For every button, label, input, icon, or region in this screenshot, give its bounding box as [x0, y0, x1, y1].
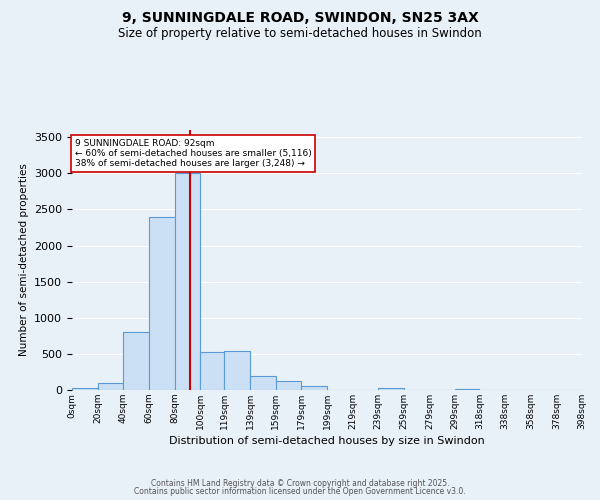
Bar [149, 216, 175, 390]
Bar [224, 351, 250, 390]
X-axis label: Distribution of semi-detached houses by size in Swindon: Distribution of semi-detached houses by … [169, 436, 485, 446]
Bar [123, 332, 149, 390]
Text: Contains public sector information licensed under the Open Government Licence v3: Contains public sector information licen… [134, 487, 466, 496]
Text: Contains HM Land Registry data © Crown copyright and database right 2025.: Contains HM Land Registry data © Crown c… [151, 478, 449, 488]
Text: 9, SUNNINGDALE ROAD, SWINDON, SN25 3AX: 9, SUNNINGDALE ROAD, SWINDON, SN25 3AX [122, 11, 478, 25]
Bar [200, 352, 224, 390]
Text: 9 SUNNINGDALE ROAD: 92sqm
← 60% of semi-detached houses are smaller (5,116)
38% : 9 SUNNINGDALE ROAD: 92sqm ← 60% of semi-… [74, 138, 311, 168]
Bar [276, 382, 301, 390]
Y-axis label: Number of semi-detached properties: Number of semi-detached properties [19, 164, 29, 356]
Text: Size of property relative to semi-detached houses in Swindon: Size of property relative to semi-detach… [118, 28, 482, 40]
Bar [98, 383, 123, 390]
Bar [378, 388, 404, 390]
Bar [455, 388, 479, 390]
Bar [175, 174, 200, 390]
Bar [301, 386, 327, 390]
Bar [72, 388, 98, 390]
Bar [250, 376, 276, 390]
